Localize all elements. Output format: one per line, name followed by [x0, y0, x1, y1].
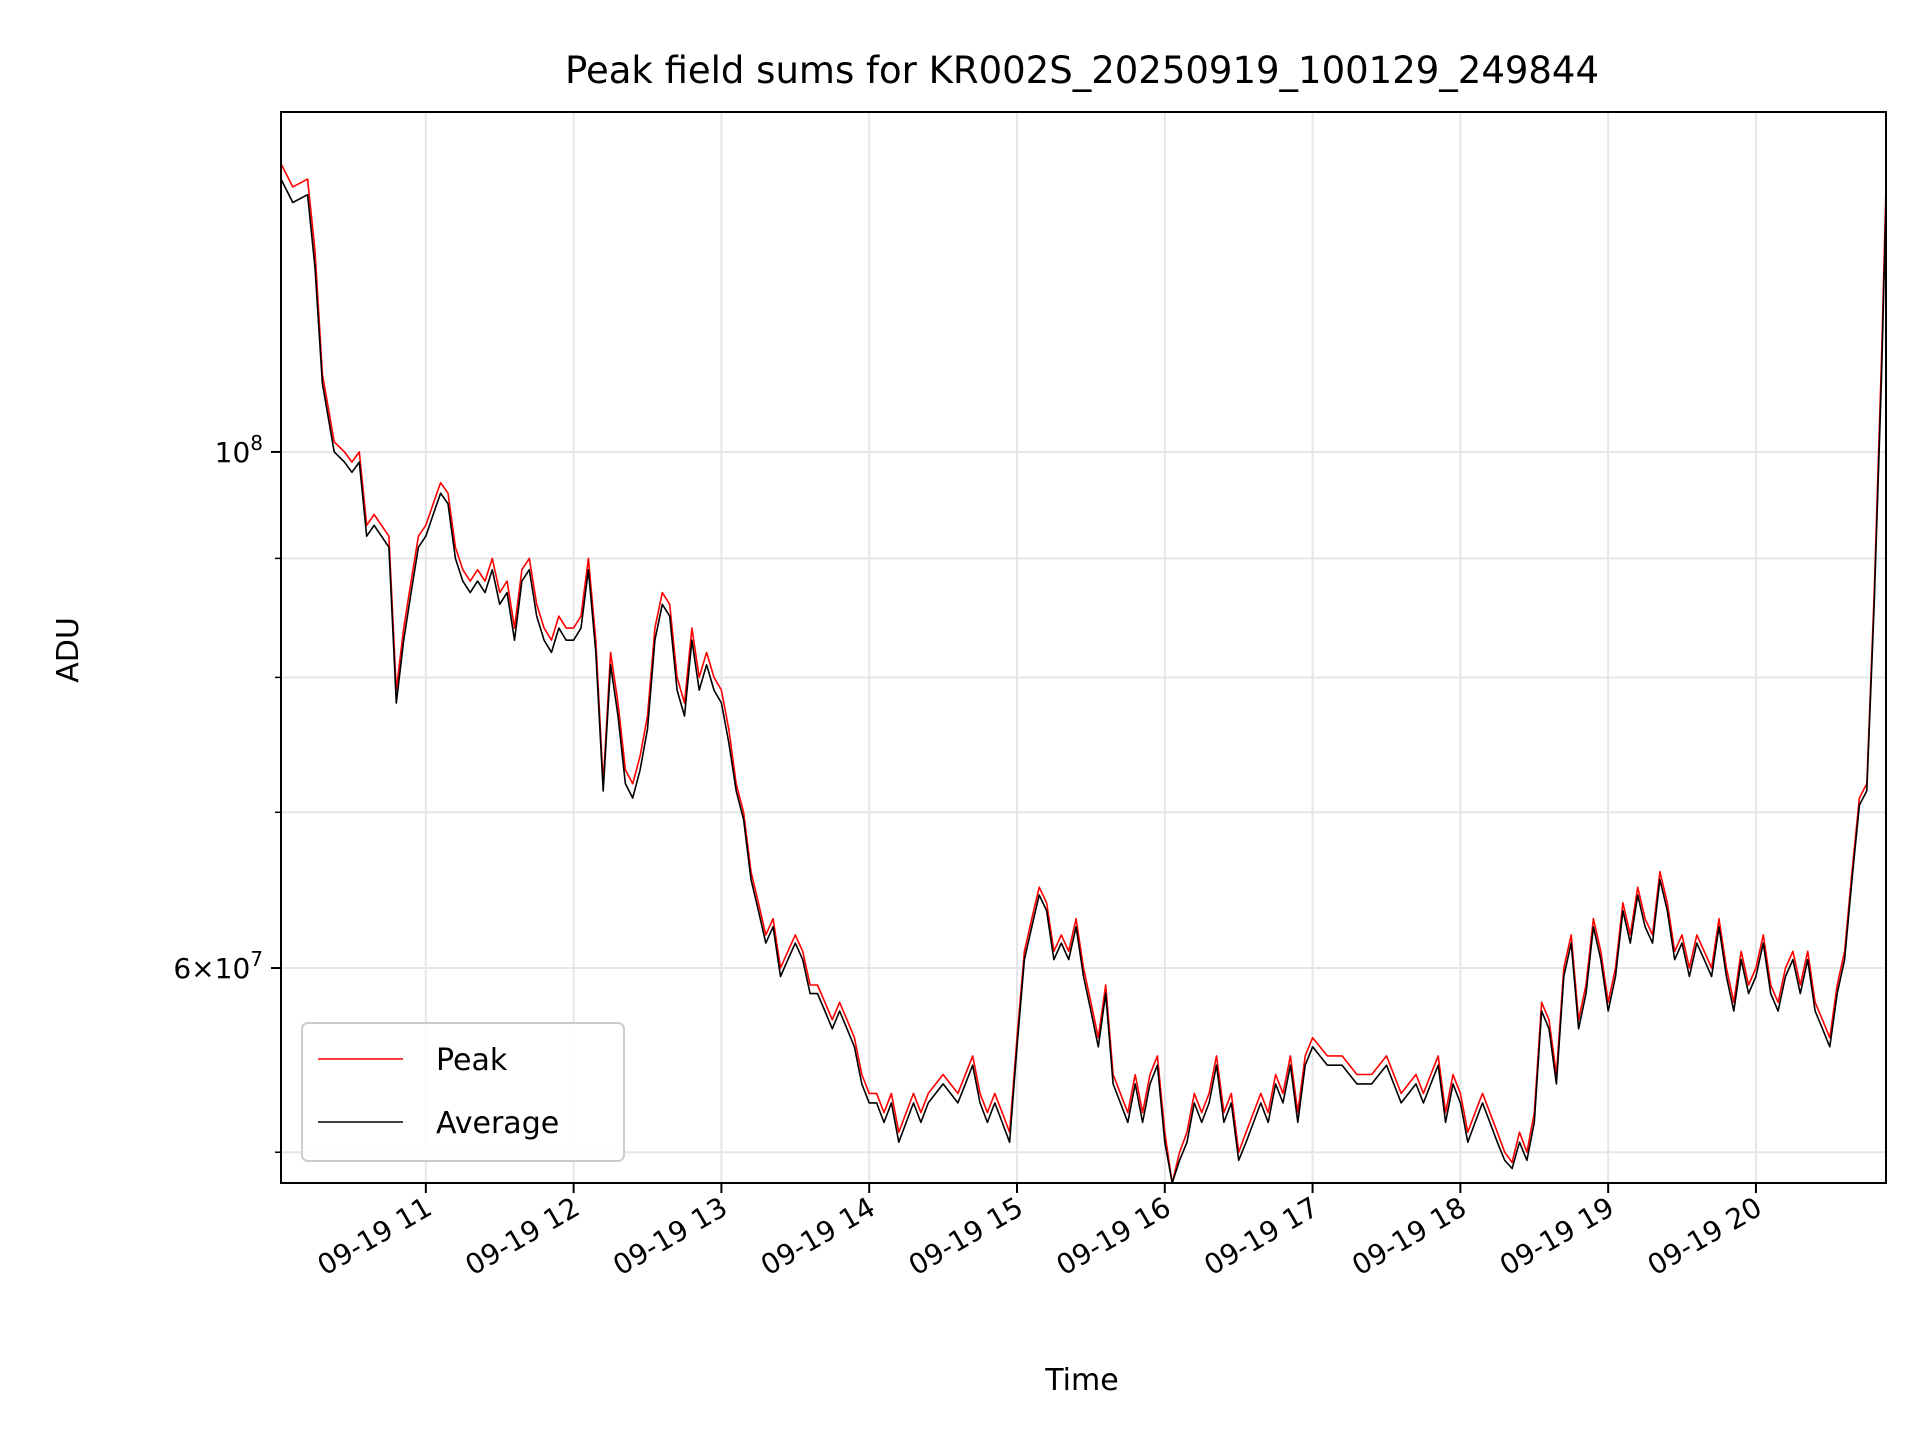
- x-axis-title: Time: [1044, 1363, 1118, 1398]
- grid-lines: [281, 112, 1886, 1183]
- series-lines: [280, 163, 1887, 1184]
- legend-label-peak: Peak: [436, 1043, 508, 1078]
- legend: Peak Average: [301, 1022, 625, 1162]
- y-tick-label: 6×107: [173, 947, 263, 985]
- chart-title: Peak field sums for KR002S_20250919_1001…: [565, 49, 1599, 92]
- plot-area-frame: [280, 111, 1887, 1184]
- series-line-peak: [280, 163, 1887, 1184]
- series-line-average: [280, 178, 1887, 1184]
- legend-label-average: Average: [436, 1106, 559, 1141]
- legend-box: [301, 1022, 625, 1162]
- y-axis-title: ADU: [51, 617, 86, 683]
